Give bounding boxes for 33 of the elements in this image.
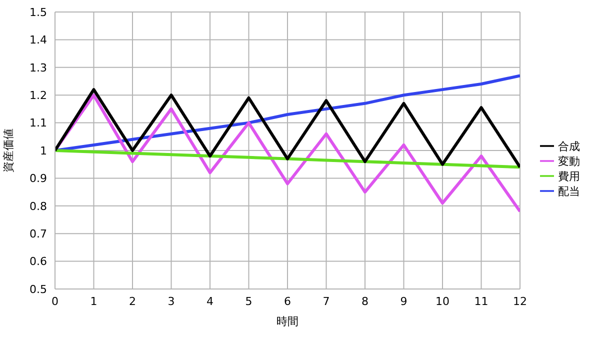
x-tick-label: 0	[52, 294, 58, 308]
x-tick-label: 12	[513, 294, 527, 308]
x-tick-label: 3	[168, 294, 175, 308]
y-tick-label: 0.8	[30, 200, 47, 213]
y-tick-label: 1.2	[30, 89, 47, 102]
y-tick-label: 0.9	[30, 172, 47, 186]
line-series	[55, 88, 520, 169]
y-tick-label: 0.5	[30, 282, 47, 296]
x-tick-label: 11	[474, 294, 488, 308]
line-series	[55, 94, 520, 213]
y-tick-label: 0.6	[30, 255, 47, 268]
x-tick-label: 4	[206, 294, 214, 308]
x-tick-label: 9	[400, 294, 408, 308]
x-tick-label: 6	[284, 294, 291, 308]
legend-label: 費用	[558, 170, 580, 182]
x-tick-label: 5	[245, 294, 252, 308]
x-tick-label: 2	[129, 294, 136, 308]
x-tick-label: 7	[322, 294, 330, 308]
x-axis-title: 時間	[276, 315, 298, 328]
x-tick-label: 1	[90, 294, 98, 308]
legend-label: 合成	[558, 140, 580, 152]
y-axis-title: 資産価値	[2, 128, 15, 172]
y-tick-label: 1.3	[30, 61, 47, 74]
legend-label: 変動	[558, 154, 580, 168]
y-tick-label: 1.5	[30, 6, 47, 19]
line-series	[55, 149, 520, 169]
legend-label: 配当	[558, 184, 580, 198]
y-tick-label: 1.1	[30, 116, 47, 130]
x-tick-label: 10	[436, 294, 450, 308]
y-tick-label: 0.7	[30, 228, 47, 241]
x-tick-label: 8	[362, 294, 368, 308]
y-tick-label: 1.4	[30, 34, 47, 47]
y-tick-label: 1	[40, 144, 47, 158]
